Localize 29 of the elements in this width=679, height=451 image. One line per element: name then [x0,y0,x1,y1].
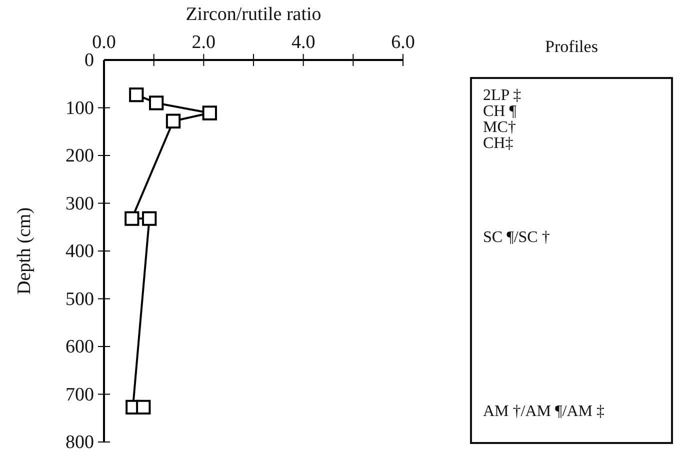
y-tick-label: 800 [66,432,94,451]
text: CH ¶ [483,103,518,120]
x-tick-label: 6.0 [391,32,415,53]
y-tick-label: 200 [66,146,94,167]
text: 2LP ‡ [483,87,522,104]
point [202,106,217,120]
y-tick-label: 700 [66,384,94,406]
y-tick-label: 300 [66,193,94,214]
y-tick-label: 100 [66,98,94,119]
x-tick-label: 0.0 [92,32,116,53]
x-tick-label: 4.0 [291,32,316,53]
x-tick-label: 2.0 [192,32,216,53]
y-tick-label: 400 [66,241,94,262]
point [124,211,140,226]
x-axis-title: Zircon/rutile ratio [186,4,322,25]
y-tick-label: 0 [84,50,94,72]
y-tick-label: 600 [66,336,94,358]
text: MC† [483,119,516,136]
point [166,114,181,128]
point [149,96,164,110]
y-tick-label: 500 [66,288,94,310]
point [142,211,157,226]
point [129,88,144,102]
text: AM †/AM ¶/AM ‡ [483,403,604,420]
text: Profiles [545,37,598,56]
y-axis-title: Depth (cm) [14,207,35,295]
point [136,400,151,414]
text: SC ¶/SC † [483,229,550,246]
text: CH‡ [483,135,514,152]
